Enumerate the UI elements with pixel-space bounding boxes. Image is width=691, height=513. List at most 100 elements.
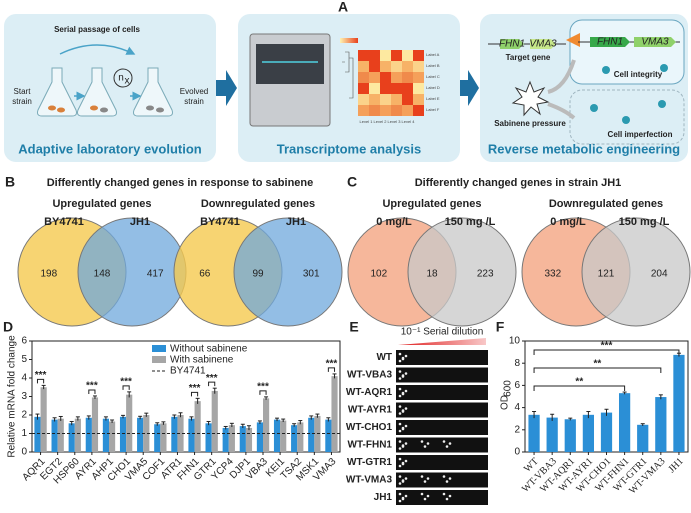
bar xyxy=(57,418,64,452)
colony xyxy=(401,426,405,430)
heat-cell xyxy=(380,105,391,116)
plate-strip xyxy=(396,350,488,365)
bar xyxy=(618,393,631,452)
heat-cell xyxy=(391,94,402,105)
colony xyxy=(445,480,449,483)
heat-cell xyxy=(402,105,413,116)
significance-bracket xyxy=(327,367,336,372)
significance-bracket xyxy=(533,349,680,355)
heat-cell xyxy=(413,61,424,72)
flow-arrow xyxy=(460,70,479,106)
venn-count: 102 xyxy=(370,269,387,280)
heat-cell xyxy=(391,72,402,83)
caption: Serial passage of cells xyxy=(54,25,140,34)
colony xyxy=(445,497,449,501)
cell-box xyxy=(569,19,685,85)
bar xyxy=(102,418,109,452)
y-tick-label: 10 xyxy=(509,336,521,347)
bar xyxy=(256,422,263,452)
venn-title: Upregulated genes xyxy=(52,198,151,210)
venn-title: Downregulated genes xyxy=(201,198,315,210)
gene xyxy=(590,37,630,47)
heat-cell xyxy=(369,94,380,105)
row-label: WT-FHN1 xyxy=(348,440,393,451)
heatmap xyxy=(358,50,424,116)
bar xyxy=(205,423,212,452)
significance-label: *** xyxy=(35,370,47,381)
pressure-arrow xyxy=(547,59,576,94)
significance-bracket xyxy=(533,367,662,373)
colony xyxy=(398,422,402,426)
heatmap-row-label: Label D xyxy=(426,85,440,90)
significance-bracket xyxy=(88,389,96,394)
bar xyxy=(273,419,281,452)
bar xyxy=(74,418,81,452)
colony xyxy=(398,482,402,485)
label: strain xyxy=(184,97,204,106)
row-label: WT-GTR1 xyxy=(347,457,392,468)
venn-count: 121 xyxy=(598,269,615,280)
label: Cell integrity xyxy=(614,70,663,79)
plate-strip xyxy=(396,385,488,400)
step-title: Transcriptome analysis xyxy=(277,141,422,156)
panel-label: B xyxy=(5,174,15,190)
heat-cell xyxy=(369,83,380,94)
heat-cell xyxy=(413,94,424,105)
bar xyxy=(171,416,178,452)
plate-strip xyxy=(396,402,488,418)
heat-cell xyxy=(369,61,380,72)
colony xyxy=(423,497,427,501)
dilution-wedge xyxy=(398,338,486,345)
label: strain xyxy=(12,97,32,106)
insert-arrow xyxy=(566,33,580,47)
y-tick-label: 4 xyxy=(514,402,520,413)
y-tick-label: 4 xyxy=(21,373,27,384)
step-title: Reverse metabolic engineering xyxy=(488,141,680,156)
passage-arrow xyxy=(59,44,136,55)
cell xyxy=(658,100,666,108)
set-name: 150 mg /L xyxy=(619,216,670,228)
colony xyxy=(401,461,405,465)
colony xyxy=(401,391,405,395)
colony xyxy=(426,494,430,498)
heat-cell xyxy=(358,105,369,116)
dendrogram xyxy=(342,51,354,99)
flasks xyxy=(37,67,173,117)
significance-label: *** xyxy=(206,373,218,384)
gene-label: FHN1 xyxy=(597,37,623,48)
heat-cell xyxy=(358,72,369,83)
colony xyxy=(401,409,405,412)
colony xyxy=(398,359,402,363)
flow-arrow xyxy=(216,70,237,106)
gene xyxy=(530,39,556,49)
panel-title: Differently changed genes in strain JH1 xyxy=(415,177,622,189)
colony xyxy=(426,477,430,480)
plate-strip xyxy=(396,437,488,453)
heat-cell xyxy=(380,94,391,105)
significance-label: *** xyxy=(257,382,269,393)
bar xyxy=(331,376,338,452)
cell xyxy=(622,116,630,124)
bar xyxy=(582,414,595,452)
heat-cell xyxy=(413,105,424,116)
y-axis-label-sub: 600 xyxy=(503,380,514,397)
panel-label: A xyxy=(338,0,348,15)
set-name: BY4741 xyxy=(44,216,84,228)
colony xyxy=(398,464,402,468)
row-label: WT-CHO1 xyxy=(346,422,393,433)
colony xyxy=(404,407,408,410)
heat-cell xyxy=(402,50,413,61)
bar xyxy=(546,417,558,452)
colony xyxy=(398,405,402,408)
plate-strip xyxy=(396,472,488,488)
heat-cell xyxy=(413,72,424,83)
colony xyxy=(448,442,452,445)
bar xyxy=(188,418,195,452)
legend-label: BY4741 xyxy=(170,366,206,377)
bar xyxy=(137,417,144,452)
cell xyxy=(590,104,598,112)
colony xyxy=(401,479,405,482)
gene-label: VMA3 xyxy=(641,37,669,48)
heat-cell xyxy=(380,61,391,72)
label: Evolved xyxy=(180,87,208,96)
